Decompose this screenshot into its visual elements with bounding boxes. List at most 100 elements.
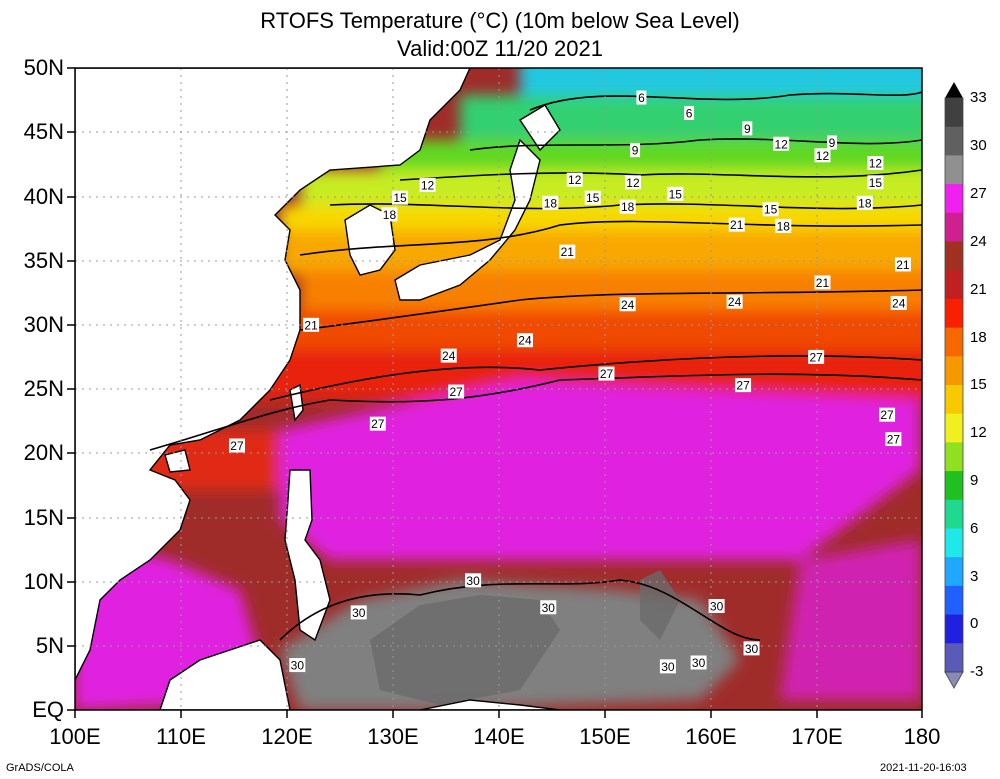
map-subtitle: Valid:00Z 11/20 2021 — [397, 36, 603, 61]
contour-label-text: 27 — [230, 439, 244, 453]
lon-label-180: 180 — [903, 724, 941, 749]
contour-label: 27 — [228, 438, 245, 453]
contour-label: 30 — [465, 573, 482, 588]
colorbar-swatch — [945, 327, 963, 357]
contour-label-box — [890, 295, 907, 310]
contour-label-text: 21 — [304, 318, 318, 332]
colorbar-swatch — [945, 585, 963, 616]
contour-label-text: 12 — [568, 173, 582, 187]
contour-label: 21 — [728, 217, 745, 232]
footer-credit: GrADS/COLA — [6, 762, 74, 774]
contour-label-text: 6 — [686, 106, 693, 120]
contour-label: 15 — [762, 202, 779, 217]
contour-label: 30 — [289, 658, 306, 673]
contour-label-text: 27 — [736, 379, 750, 393]
contour-label-text: 24 — [892, 296, 906, 310]
contour-label-text: 12 — [816, 149, 830, 163]
contour-label-box — [228, 438, 245, 453]
contour-label: 18 — [856, 195, 873, 210]
colorbar-swatch — [945, 643, 963, 673]
colorbar-swatch — [945, 499, 963, 529]
contour-label-box — [827, 135, 838, 150]
colorbar-swatch — [945, 356, 963, 386]
lon-label-120e: 120E — [261, 724, 313, 749]
contour-label: 27 — [885, 432, 902, 447]
contour-label-box — [814, 148, 831, 163]
lon-label-160e: 160E — [685, 724, 737, 749]
contour-label: 12 — [566, 172, 583, 187]
colorbar-swatch — [945, 126, 963, 156]
contour-label-box — [540, 600, 557, 615]
contour-label-box — [775, 218, 792, 233]
contour-label-box — [289, 658, 306, 673]
contour-label-box — [516, 333, 533, 348]
contour-label-text: 9 — [744, 122, 751, 136]
lat-label-30n: 30N — [23, 312, 64, 337]
contour-label-box — [879, 407, 896, 422]
contour-label-text: 18 — [383, 208, 397, 222]
contour-label: 15 — [667, 186, 684, 201]
contour-label: 12 — [419, 177, 436, 192]
colorbar-max-arrow — [945, 82, 963, 98]
contour-label-text: 12 — [626, 176, 640, 190]
contour-label-box — [566, 172, 583, 187]
contour-label: 12 — [773, 136, 790, 151]
sst-field — [75, 68, 922, 710]
contour-label-box — [630, 143, 641, 158]
contour-label-box — [350, 605, 367, 620]
contour-label-text: 18 — [858, 196, 872, 210]
land-masses — [75, 68, 561, 710]
colorbar-label-9: 9 — [970, 472, 979, 489]
contour-label-text: 30 — [352, 606, 366, 620]
contour-label-box — [636, 90, 647, 105]
contour-label: 18 — [542, 195, 559, 210]
lat-label-eq: EQ — [32, 697, 64, 722]
contour-label-text: 27 — [809, 350, 823, 364]
lat-label-40n: 40N — [23, 184, 64, 209]
contour-label: 12 — [624, 175, 641, 190]
contour-label: 24 — [516, 333, 533, 348]
colorbar-swatch — [945, 241, 963, 271]
contour-label-text: 30 — [466, 574, 480, 588]
contour-label: 30 — [540, 600, 557, 615]
contour-label: 24 — [440, 348, 457, 363]
contour-label-box — [667, 186, 684, 201]
contour-label: 6 — [684, 105, 695, 120]
colorbar-label-21: 21 — [970, 281, 987, 298]
colorbar-swatch — [945, 298, 963, 329]
contour-label: 27 — [735, 378, 752, 393]
contour-label-text: 15 — [764, 203, 778, 217]
contour-label-text: 30 — [291, 659, 305, 673]
contour-label-box — [726, 294, 743, 309]
contour-label-box — [743, 641, 760, 656]
colorbar-frame — [944, 97, 964, 673]
contour-label-box — [690, 655, 707, 670]
contour-label-box — [867, 156, 884, 171]
contour-label-text: 9 — [829, 136, 836, 150]
contour-label-box — [381, 207, 398, 222]
contour-label: 24 — [890, 295, 907, 310]
contour-label: 9 — [742, 121, 753, 136]
colorbar-label-15: 15 — [970, 376, 987, 393]
contour-label-text: 6 — [638, 91, 645, 105]
contour-label: 24 — [619, 297, 636, 312]
contour-label-box — [619, 297, 636, 312]
contour-label-box — [728, 217, 745, 232]
contour-label-box — [856, 195, 873, 210]
contour-label: 9 — [827, 135, 838, 150]
contour-label-box — [303, 317, 320, 332]
colorbar-swatch — [945, 212, 963, 242]
contour-label-text: 30 — [710, 599, 724, 613]
lat-label-15n: 15N — [23, 505, 64, 530]
contour-label-box — [624, 175, 641, 190]
contour-label: 27 — [369, 416, 386, 431]
colorbar-label-33: 33 — [970, 89, 987, 106]
colorbar-swatch — [945, 385, 963, 415]
colorbar-swatch — [945, 270, 963, 300]
contour-label-text: 24 — [621, 298, 635, 312]
colorbar-min-arrow — [944, 671, 964, 690]
contour-label-text: 21 — [561, 245, 575, 259]
contour-label: 27 — [598, 366, 615, 381]
lon-label-140e: 140E — [473, 724, 525, 749]
